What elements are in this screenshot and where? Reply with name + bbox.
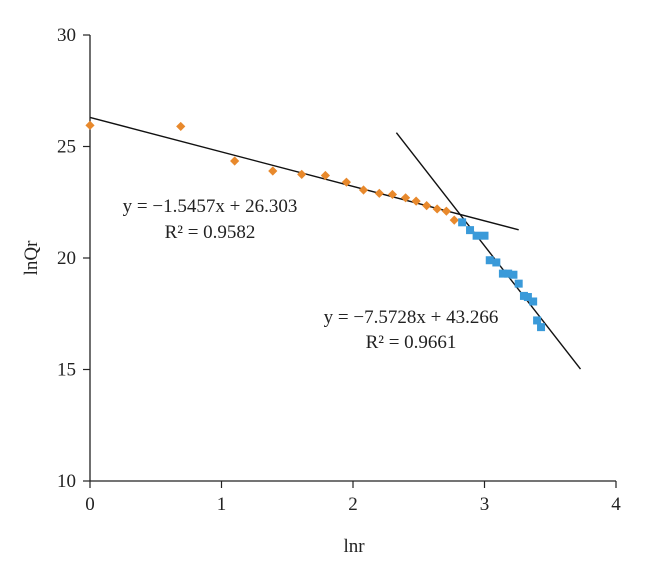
square-point (523, 293, 532, 302)
diamond-point (268, 166, 278, 176)
diamond-point (320, 170, 330, 181)
diamond-point (85, 120, 95, 130)
square-point (485, 256, 494, 265)
diamond-point (176, 121, 186, 132)
diamond-point (411, 196, 421, 206)
trendline-2 (395, 132, 582, 370)
y-tick-label: 25 (57, 137, 76, 158)
x-tick-label: 4 (611, 494, 621, 515)
square-point (498, 269, 507, 278)
y-axis-label: lnQr (21, 240, 42, 276)
square-point (509, 270, 518, 279)
diamond-point (230, 156, 240, 166)
diamond-point (341, 177, 352, 187)
square-point (480, 231, 489, 240)
y-tick-label: 10 (57, 471, 76, 492)
axes (83, 34, 617, 488)
square-point (529, 297, 538, 306)
diamond-point (374, 188, 384, 198)
diamond-point (422, 200, 432, 211)
x-tick-label: 1 (217, 494, 227, 515)
x-tick-label: 3 (480, 494, 490, 515)
x-tick-label: 0 (85, 494, 95, 515)
square-point (514, 279, 523, 288)
x-tick-label: 2 (348, 494, 358, 515)
square-point (504, 269, 513, 278)
diamond-point (387, 189, 398, 200)
y-tick-label: 20 (57, 248, 76, 269)
diamond-point (401, 193, 411, 203)
diamond-point (449, 215, 459, 225)
trendline-r2-1: R² = 0.9582 (165, 222, 256, 243)
diamond-point (358, 185, 369, 195)
square-point (533, 316, 542, 325)
tick-labels: 10 15 20 25 30 0 1 2 3 4 (57, 25, 621, 515)
data-points (85, 120, 546, 332)
y-tick-label: 15 (57, 360, 76, 381)
square-point (466, 226, 475, 235)
trendline-equation-1: y = −1.5457x + 26.303 (123, 196, 298, 217)
trendline-equation-2: y = −7.5728x + 43.266 (324, 307, 499, 328)
square-point (458, 218, 467, 227)
trendlines (89, 116, 582, 370)
trendline-r2-2: R² = 0.9661 (366, 332, 457, 353)
diamond-point (297, 169, 307, 179)
square-point (472, 231, 481, 240)
square-point (492, 258, 501, 267)
y-tick-label: 30 (57, 25, 76, 46)
square-point (537, 323, 546, 332)
diamond-point (441, 206, 451, 216)
diamond-point (432, 204, 442, 214)
x-axis-label: lnr (343, 536, 365, 557)
